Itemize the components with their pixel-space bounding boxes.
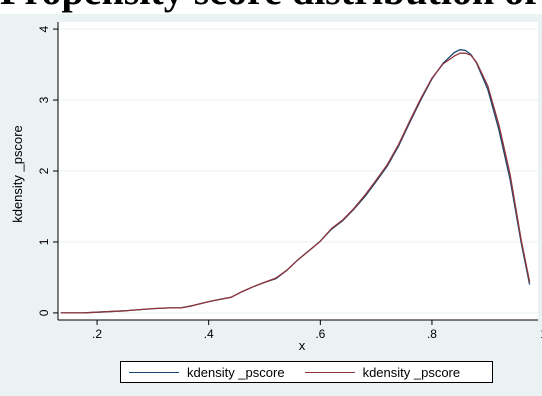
- legend-swatch-series-1: [129, 371, 179, 373]
- legend-label-series-1: kdensity _pscore: [187, 364, 285, 380]
- density-series: [60, 49, 531, 314]
- y-tick-label: 2: [37, 167, 51, 174]
- clipped-slide-title: Propensity score distribution of the sam…: [0, 0, 542, 16]
- y-tick-label: 1: [37, 238, 51, 245]
- y-tick-label: 0: [37, 309, 51, 316]
- y-tick-label: 3: [37, 96, 51, 103]
- legend-swatch-series-2: [304, 371, 355, 373]
- x-tick-label: .4: [204, 327, 214, 341]
- x-axis-title: x: [299, 338, 306, 353]
- x-tick-label: .6: [315, 327, 325, 341]
- axes: 0 1 2 3 4 .2 .4 .6 .8 1: [37, 22, 542, 341]
- legend-item-series-1: kdensity _pscore: [129, 365, 285, 380]
- x-tick-label: .8: [427, 327, 437, 341]
- grid-lines: [58, 28, 538, 314]
- legend-label-series-2: kdensity _pscore: [362, 364, 461, 380]
- legend-item-series-2: kdensity _pscore: [304, 364, 461, 380]
- series-line-2: [60, 52, 531, 314]
- x-tick-label: 1: [540, 327, 542, 341]
- x-tick-label: .2: [92, 327, 102, 341]
- y-tick-label: 4: [37, 25, 51, 32]
- y-axis-title: kdensity _pscore: [10, 125, 25, 223]
- legend: kdensity _pscore kdensity _pscore: [120, 361, 493, 383]
